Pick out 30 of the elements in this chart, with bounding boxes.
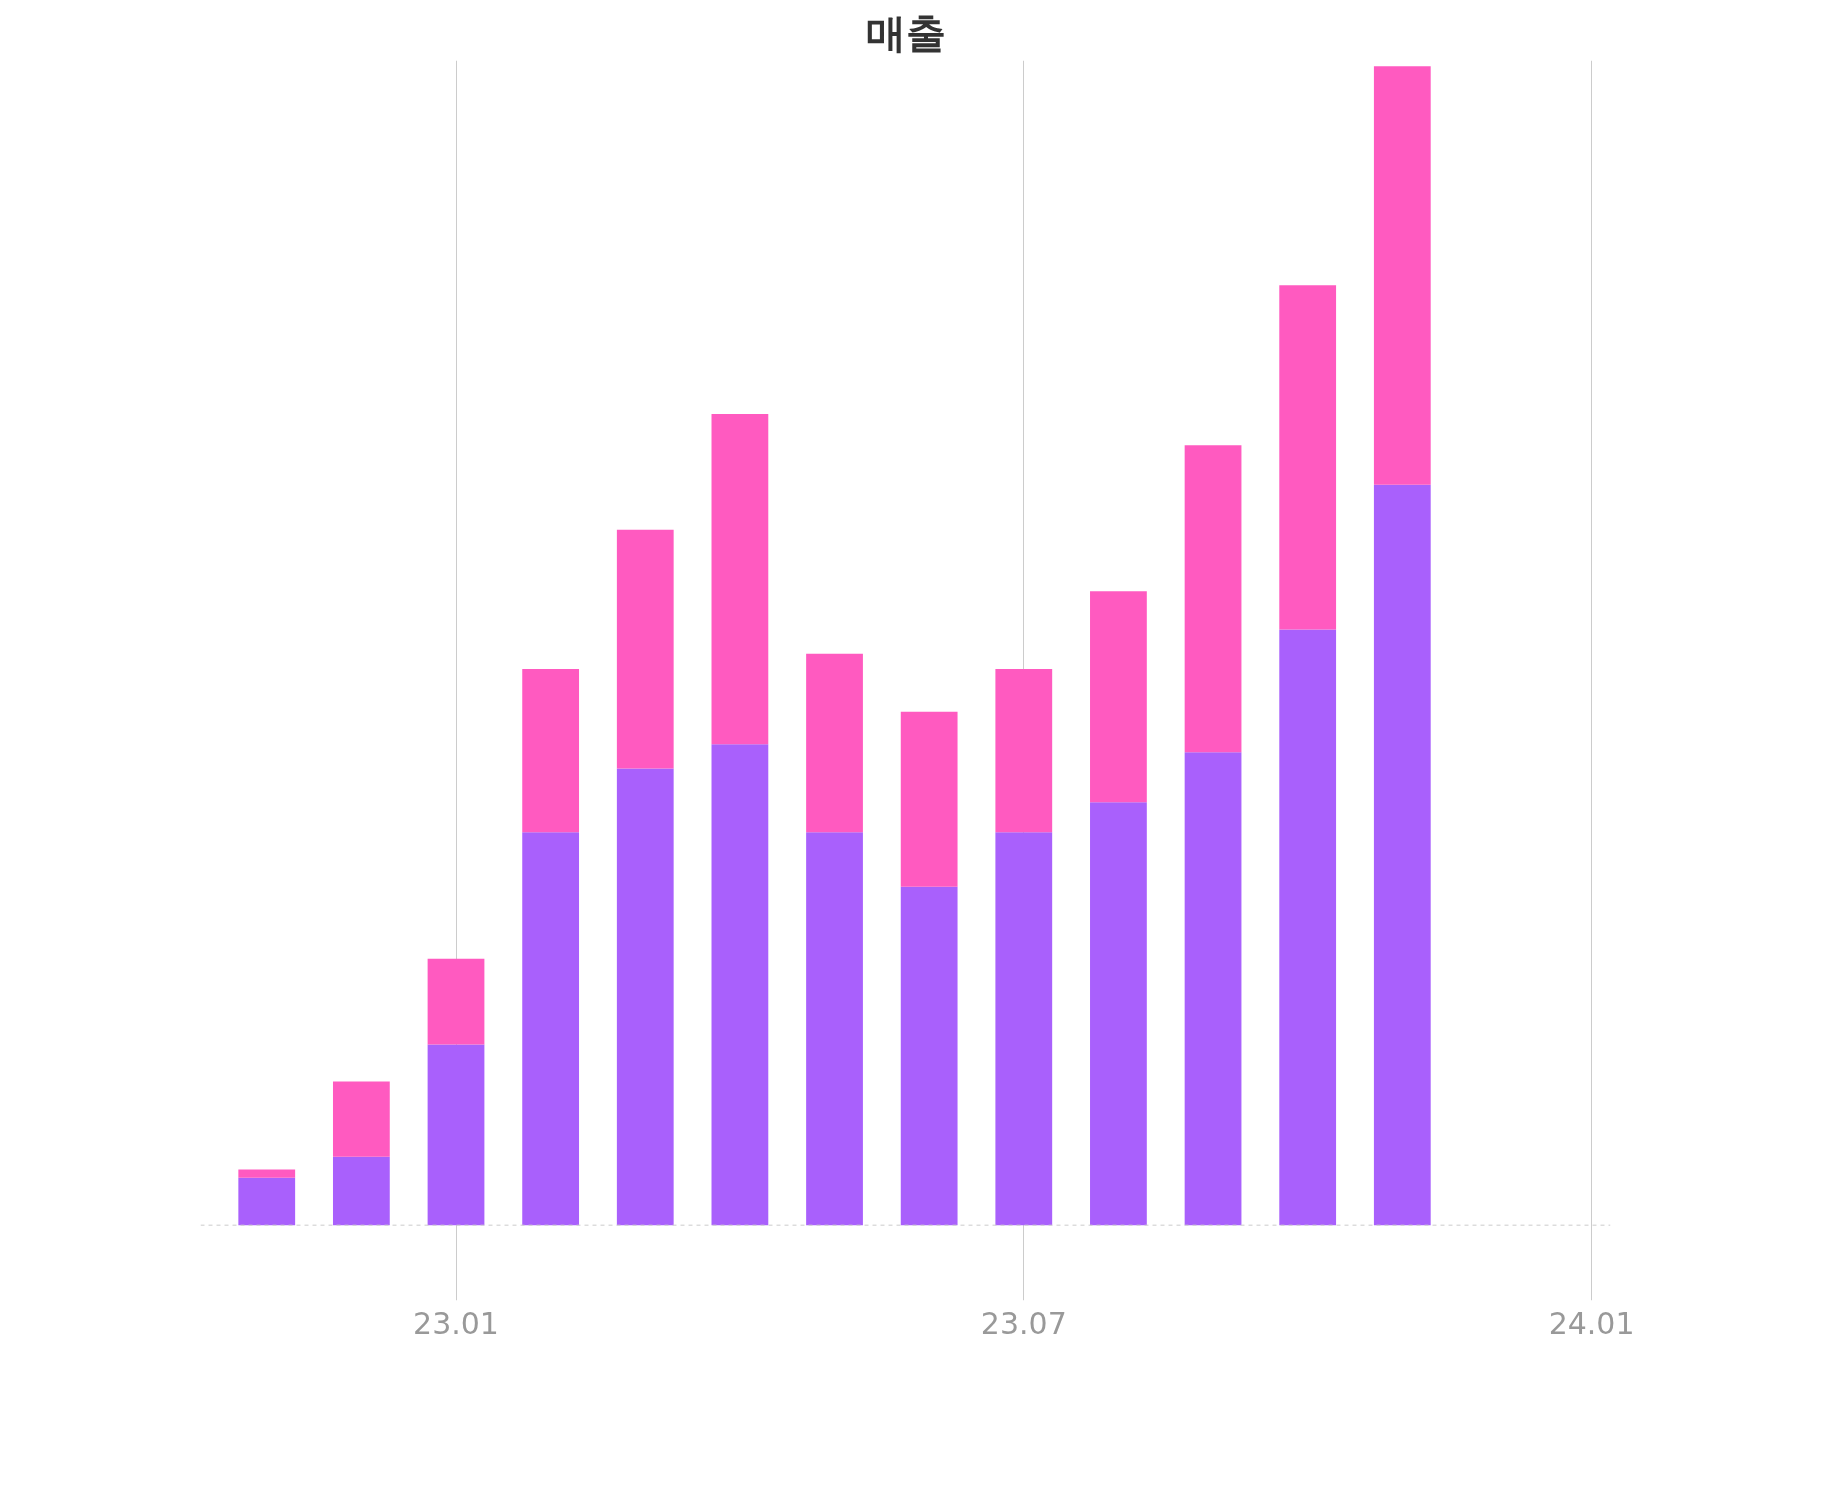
- bar: [616, 768, 674, 1226]
- bar: [900, 711, 958, 887]
- bar: [1373, 66, 1431, 485]
- bar: [1279, 629, 1337, 1226]
- bar: [522, 668, 580, 833]
- x-tick-label: 23.07: [980, 1305, 1067, 1341]
- bar: [995, 668, 1053, 833]
- chart-title: 매출: [865, 9, 946, 56]
- bar: [616, 529, 674, 769]
- bar: [522, 832, 580, 1226]
- bar: [238, 1169, 296, 1178]
- bar: [1184, 445, 1242, 753]
- bar: [1090, 591, 1147, 803]
- bar: [806, 832, 863, 1226]
- bar: [1373, 484, 1431, 1226]
- bar: [711, 744, 769, 1226]
- bar: [1279, 285, 1337, 630]
- bar: [1090, 802, 1147, 1226]
- bar: [711, 413, 769, 745]
- bar: [332, 1156, 390, 1226]
- bar: [1184, 752, 1242, 1226]
- bar: [332, 1081, 390, 1157]
- x-tick-label: 23.01: [413, 1305, 499, 1341]
- bar: [427, 958, 485, 1045]
- bar: [238, 1177, 296, 1226]
- x-tick-label: 24.01: [1548, 1305, 1635, 1341]
- bar: [900, 886, 958, 1226]
- bar: [995, 832, 1053, 1226]
- bar: [806, 653, 863, 833]
- bar: [427, 1044, 485, 1226]
